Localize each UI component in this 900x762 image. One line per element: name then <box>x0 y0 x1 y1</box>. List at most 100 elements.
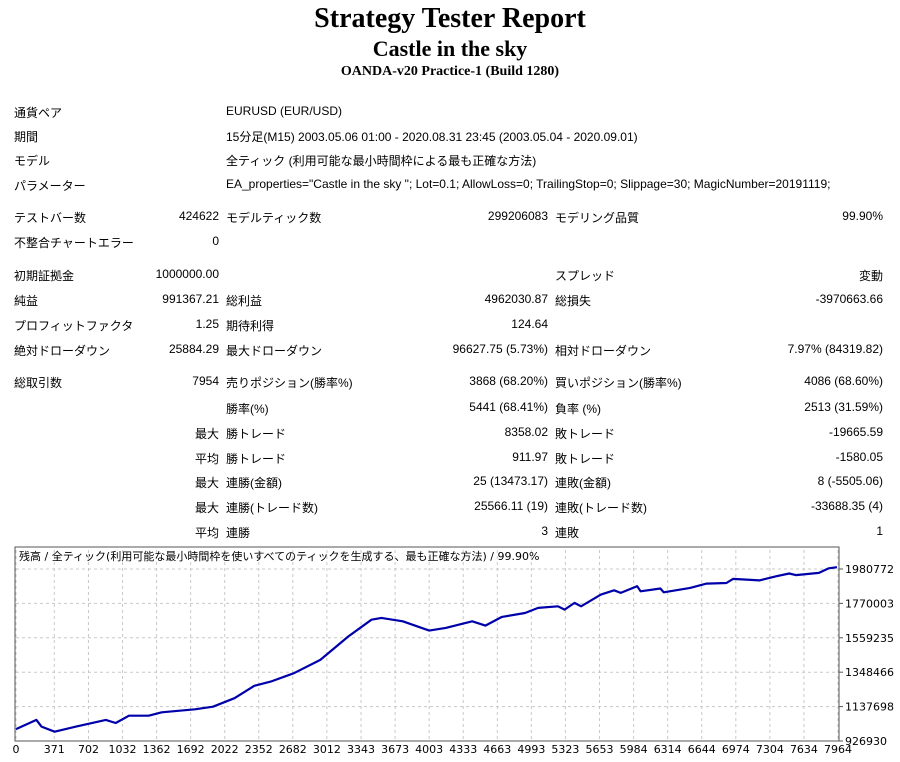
field-label: 買いポジション(勝率%) <box>555 376 682 390</box>
y-tick-label: 1770003 <box>845 597 894 610</box>
field-value: 25884.29 <box>168 342 219 356</box>
x-tick-label: 1032 <box>109 743 137 756</box>
report-row: 絶対ドローダウン 25884.29 最大ドローダウン 96627.75 (5.73%)… <box>0 342 900 362</box>
field-value: 991367.21 <box>162 292 219 306</box>
y-tick-label: 1348466 <box>845 666 894 679</box>
y-tick-label: 1137698 <box>845 701 894 714</box>
server-info: OANDA-v20 Practice-1 (Build 1280) <box>340 64 560 79</box>
field-label: 連敗(トレード数) <box>555 501 647 515</box>
field-label: 総取引数 <box>14 376 63 390</box>
x-tick-label: 7304 <box>756 743 784 756</box>
x-tick-label: 6314 <box>654 743 682 756</box>
field-value: -1580.05 <box>835 450 883 464</box>
balance-line <box>15 566 838 733</box>
field-label: 相対ドローダウン <box>555 344 652 358</box>
field-value: 3868 (68.20%) <box>469 374 548 388</box>
field-value: 96627.75 (5.73%) <box>452 342 548 356</box>
field-value: 平均 <box>194 452 219 466</box>
field-value: 8 (-5505.06) <box>817 474 883 488</box>
report-row: 最大 連勝(金額) 25 (13473.17) 連敗(金額) 8 (-5505.06) <box>0 474 900 494</box>
field-label: 勝率(%) <box>226 402 269 416</box>
field-value: 平均 <box>194 526 219 540</box>
field-label: 最大ドローダウン <box>226 344 323 358</box>
x-tick-label: 4333 <box>449 743 477 756</box>
field-value: 4962030.87 <box>484 292 548 306</box>
field-label: 絶対ドローダウン <box>14 344 111 358</box>
field-label: 連勝 <box>226 526 251 540</box>
field-value: -33688.35 (4) <box>810 499 883 513</box>
report-row: パラメーター EA_properties="Castle in the sky "… <box>0 177 900 197</box>
field-label: EURUSD (EUR/USD) <box>226 104 343 118</box>
field-label: 総損失 <box>555 294 592 308</box>
field-label: 期間 <box>14 130 39 144</box>
x-tick-label: 5984 <box>620 743 648 756</box>
x-tick-label: 3012 <box>313 743 341 756</box>
x-tick-label: 6974 <box>722 743 750 756</box>
field-label: 全ティック (利用可能な最小時間枠による最も正確な方法) <box>226 154 537 168</box>
field-value: 変動 <box>858 269 883 283</box>
field-label: EA_properties="Castle in the sky "; Lot=… <box>226 177 831 191</box>
chart-title: 残高 / 全ティック(利用可能な最小時間枠を使いすべてのティックを生成する、最も… <box>19 549 539 563</box>
report-row: 初期証拠金 1000000.00 スプレッド 変動 <box>0 267 900 287</box>
report-row: 通貨ペア EURUSD (EUR/USD) <box>0 104 900 124</box>
field-value: 2513 (31.59%) <box>804 400 883 414</box>
plot-area <box>14 546 840 742</box>
field-label: 負率 (%) <box>555 402 601 416</box>
field-value: 424622 <box>178 209 219 223</box>
y-tick-label: 1559235 <box>845 632 894 645</box>
field-value: -3970663.66 <box>815 292 883 306</box>
field-label: モデル <box>14 154 51 168</box>
report-row: 総取引数 7954 売りポジション(勝率%) 3868 (68.20%) 買いポジション… <box>0 374 900 394</box>
field-value: 最大 <box>194 427 219 441</box>
field-label: 連勝(金額) <box>226 476 282 490</box>
field-value: 最大 <box>194 501 219 515</box>
report-row: 純益 991367.21 総利益 4962030.87 総損失 -3970663.66 <box>0 292 900 312</box>
field-value: 5441 (68.41%) <box>469 400 548 414</box>
x-tick-label: 1362 <box>143 743 171 756</box>
field-value: 25 (13473.17) <box>473 474 548 488</box>
field-value: 最大 <box>194 476 219 490</box>
field-label: 売りポジション(勝率%) <box>226 376 353 390</box>
field-label: 連敗 <box>555 526 580 540</box>
field-label: 総利益 <box>226 294 263 308</box>
field-label: 初期証拠金 <box>14 269 75 283</box>
x-tick-label: 2682 <box>279 743 307 756</box>
x-tick-label: 702 <box>78 743 99 756</box>
x-tick-label: 371 <box>44 743 65 756</box>
field-label: 連敗(金額) <box>555 476 611 490</box>
x-tick-label: 3673 <box>381 743 409 756</box>
field-value: 25566.11 (19) <box>474 499 548 513</box>
x-tick-label: 1692 <box>177 743 205 756</box>
report-title: Strategy Tester Report <box>314 3 586 34</box>
field-value: 299206083 <box>487 209 548 223</box>
report-row: 平均 勝トレード 911.97 敗トレード -1580.05 <box>0 450 900 470</box>
x-tick-label: 4003 <box>415 743 443 756</box>
field-label: 純益 <box>14 294 39 308</box>
field-value: 7.97% (84319.82) <box>787 342 883 356</box>
field-label: 不整合チャートエラー <box>14 236 134 250</box>
y-tick-label: 1980772 <box>845 563 894 576</box>
x-tick-label: 5653 <box>585 743 613 756</box>
field-label: 期待利得 <box>226 319 275 333</box>
field-label: モデリング品質 <box>555 211 640 225</box>
field-value: 1.25 <box>195 317 219 331</box>
field-label: 敗トレード <box>555 452 616 466</box>
x-tick-label: 4663 <box>483 743 511 756</box>
field-label: 勝トレード <box>226 452 287 466</box>
field-label: 敗トレード <box>555 427 616 441</box>
x-tick-label: 7964 <box>824 743 852 756</box>
x-tick-label: 4993 <box>517 743 545 756</box>
report-row: 最大 勝トレード 8358.02 敗トレード -19665.59 <box>0 425 900 445</box>
expert-name: Castle in the sky <box>372 36 528 61</box>
field-value: 1000000.00 <box>155 267 219 281</box>
field-value: 8358.02 <box>504 425 548 439</box>
field-label: パラメーター <box>14 179 86 193</box>
field-value: 124.64 <box>511 317 548 331</box>
field-value: 3 <box>541 524 548 538</box>
field-value: 1 <box>876 524 883 538</box>
field-label: 15分足(M15) 2003.05.06 01:00 - 2020.08.31 … <box>226 130 638 144</box>
report-row: 不整合チャートエラー 0 <box>0 234 900 254</box>
report-row: プロフィットファクタ 1.25 期待利得 124.64 <box>0 317 900 337</box>
x-tick-label: 5323 <box>551 743 579 756</box>
x-tick-label: 2022 <box>211 743 239 756</box>
